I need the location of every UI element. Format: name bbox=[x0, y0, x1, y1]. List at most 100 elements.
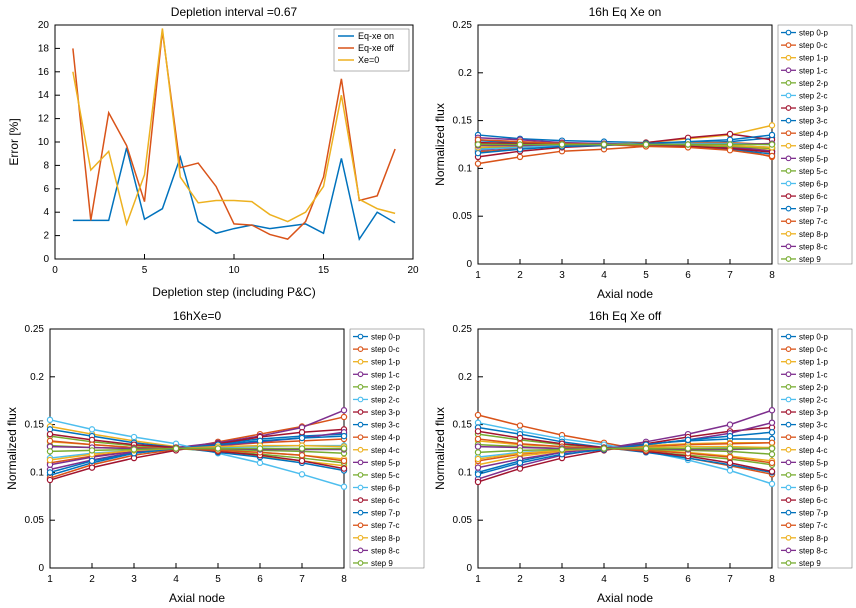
legend-label: step 3-p bbox=[799, 408, 828, 417]
series-marker bbox=[341, 458, 346, 463]
series-marker bbox=[341, 408, 346, 413]
svg-text:3: 3 bbox=[559, 574, 565, 585]
series-marker bbox=[257, 460, 262, 465]
series-marker bbox=[517, 448, 522, 453]
svg-text:8: 8 bbox=[341, 574, 347, 585]
svg-text:10: 10 bbox=[38, 137, 50, 148]
legend-label: step 1-c bbox=[799, 370, 827, 379]
legend-label: step 8-p bbox=[371, 534, 400, 543]
svg-text:5: 5 bbox=[215, 574, 221, 585]
svg-text:6: 6 bbox=[685, 574, 691, 585]
series-marker bbox=[475, 479, 480, 484]
chart-grid: 0510152002468101214161820Depletion step … bbox=[0, 0, 856, 608]
svg-text:4: 4 bbox=[601, 574, 607, 585]
series-line bbox=[73, 148, 395, 239]
legend-label: step 4-p bbox=[371, 433, 400, 442]
svg-text:0: 0 bbox=[38, 563, 44, 574]
series-marker bbox=[685, 437, 690, 442]
series-marker bbox=[517, 466, 522, 471]
legend-label: step 0-p bbox=[799, 29, 828, 38]
svg-text:4: 4 bbox=[173, 574, 179, 585]
legend-label: step 2-c bbox=[799, 91, 827, 100]
legend-label: step 2-p bbox=[371, 383, 400, 392]
series-marker bbox=[173, 446, 178, 451]
series-marker bbox=[769, 452, 774, 457]
legend-label: step 5-p bbox=[371, 458, 400, 467]
svg-text:0: 0 bbox=[43, 254, 49, 265]
svg-text:4: 4 bbox=[43, 207, 49, 218]
series-marker bbox=[475, 429, 480, 434]
svg-text:5: 5 bbox=[643, 574, 649, 585]
series-marker bbox=[475, 450, 480, 455]
series-marker bbox=[685, 142, 690, 147]
legend-label: step 8-p bbox=[799, 230, 828, 239]
chart-title: 16h Eq Xe on bbox=[589, 5, 662, 19]
svg-text:0.25: 0.25 bbox=[453, 20, 473, 31]
svg-text:6: 6 bbox=[257, 574, 263, 585]
series-marker bbox=[727, 433, 732, 438]
svg-text:18: 18 bbox=[38, 43, 50, 54]
series-marker bbox=[89, 448, 94, 453]
svg-text:6: 6 bbox=[43, 184, 49, 195]
legend-label: Eq-xe off bbox=[358, 43, 394, 53]
svg-text:0.05: 0.05 bbox=[453, 515, 473, 526]
svg-text:1: 1 bbox=[475, 574, 481, 585]
series-marker bbox=[47, 438, 52, 443]
legend-label: step 3-c bbox=[371, 421, 399, 430]
svg-text:0.2: 0.2 bbox=[30, 372, 44, 383]
series-marker bbox=[341, 433, 346, 438]
legend-label: step 7-p bbox=[799, 509, 828, 518]
legend-label: Xe=0 bbox=[358, 55, 379, 65]
legend-label: step 0-c bbox=[371, 345, 399, 354]
legend-label: step 2-p bbox=[799, 79, 828, 88]
legend-label: step 6-p bbox=[799, 483, 828, 492]
panel-top-right: 1234567800.050.10.150.20.25Axial nodeNor… bbox=[428, 0, 856, 304]
series-marker bbox=[131, 447, 136, 452]
svg-text:0.1: 0.1 bbox=[30, 467, 44, 478]
legend-label: step 1-c bbox=[799, 66, 827, 75]
legend-label: step 7-c bbox=[371, 521, 399, 530]
y-axis-label: Normalized flux bbox=[433, 407, 447, 490]
series-marker bbox=[601, 446, 606, 451]
svg-text:0.15: 0.15 bbox=[453, 116, 473, 127]
series-marker bbox=[475, 465, 480, 470]
legend-label: step 8-c bbox=[799, 242, 827, 251]
series-marker bbox=[47, 470, 52, 475]
series-marker bbox=[769, 446, 774, 451]
legend-label: step 8-p bbox=[799, 534, 828, 543]
svg-text:14: 14 bbox=[38, 90, 50, 101]
legend-label: step 8-c bbox=[371, 546, 399, 555]
svg-text:12: 12 bbox=[38, 114, 50, 125]
series-marker bbox=[341, 466, 346, 471]
series-marker bbox=[517, 423, 522, 428]
legend-label: step 7-p bbox=[799, 205, 828, 214]
series-marker bbox=[769, 469, 774, 474]
series-marker bbox=[727, 460, 732, 465]
series-marker bbox=[769, 408, 774, 413]
legend-label: step 1-p bbox=[371, 358, 400, 367]
series-marker bbox=[47, 457, 52, 462]
legend-label: step 5-c bbox=[371, 471, 399, 480]
svg-text:3: 3 bbox=[559, 270, 565, 281]
series-marker bbox=[769, 142, 774, 147]
legend-label: step 8-c bbox=[799, 546, 827, 555]
svg-text:3: 3 bbox=[131, 574, 137, 585]
series-marker bbox=[769, 123, 774, 128]
series-marker bbox=[475, 412, 480, 417]
series-marker bbox=[475, 142, 480, 147]
svg-text:0: 0 bbox=[52, 265, 58, 276]
svg-text:2: 2 bbox=[517, 270, 523, 281]
series-marker bbox=[559, 142, 564, 147]
svg-text:0.1: 0.1 bbox=[458, 467, 472, 478]
legend-label: step 3-c bbox=[799, 117, 827, 126]
y-axis-label: Normalized flux bbox=[5, 407, 19, 490]
svg-text:20: 20 bbox=[38, 20, 50, 31]
legend-label: step 3-p bbox=[371, 408, 400, 417]
chart-title: Depletion interval =0.67 bbox=[171, 5, 298, 19]
series-marker bbox=[299, 458, 304, 463]
legend-label: step 6-p bbox=[371, 483, 400, 492]
series-marker bbox=[727, 131, 732, 136]
series-marker bbox=[257, 446, 262, 451]
svg-text:0.05: 0.05 bbox=[25, 515, 45, 526]
legend-label: step 4-c bbox=[799, 446, 827, 455]
